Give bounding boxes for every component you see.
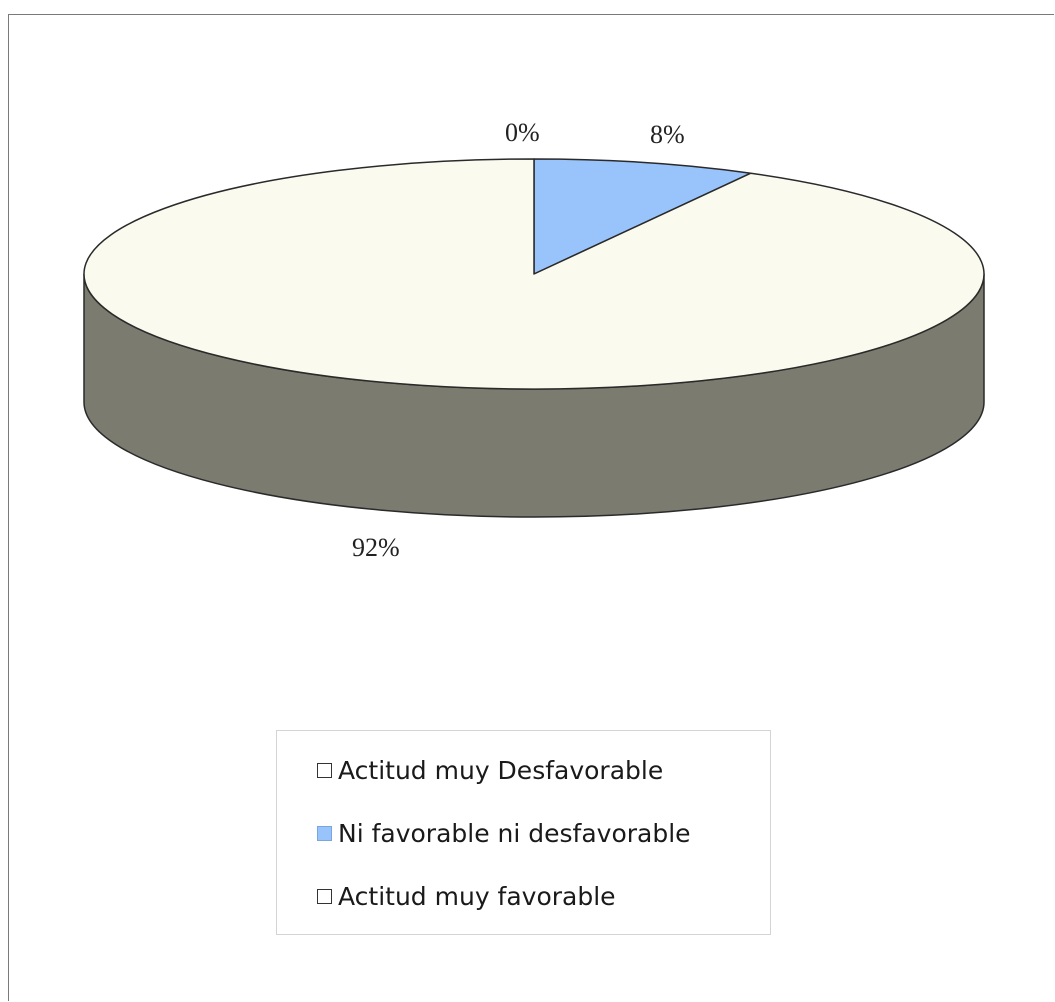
legend-swatch-ni-favorable-ni-desfavorable	[317, 826, 332, 841]
chart-frame	[8, 14, 1054, 1001]
legend-item-actitud-muy-desfavorable: Actitud muy Desfavorable	[317, 756, 663, 785]
data-label-actitud-muy-desfavorable: 0%	[505, 118, 540, 147]
data-label-actitud-muy-favorable: 92%	[352, 533, 400, 562]
data-label-ni-favorable-ni-desfavorable: 8%	[650, 120, 685, 149]
pie-top-group	[83, 158, 985, 390]
legend: Actitud muy Desfavorable Ni favorable ni…	[276, 730, 771, 935]
pie-slice-ni-favorable-ni-desfavorable	[533, 158, 752, 275]
legend-swatch-actitud-muy-desfavorable	[317, 763, 332, 778]
legend-item-ni-favorable-ni-desfavorable: Ni favorable ni desfavorable	[317, 819, 691, 848]
legend-item-actitud-muy-favorable: Actitud muy favorable	[317, 882, 616, 911]
legend-swatch-actitud-muy-favorable	[317, 889, 332, 904]
legend-label-actitud-muy-favorable: Actitud muy favorable	[338, 882, 616, 911]
legend-label-actitud-muy-desfavorable: Actitud muy Desfavorable	[338, 756, 664, 785]
pie-slice-actitud-muy-favorable	[83, 158, 985, 390]
legend-label-ni-favorable-ni-desfavorable: Ni favorable ni desfavorable	[338, 819, 691, 848]
